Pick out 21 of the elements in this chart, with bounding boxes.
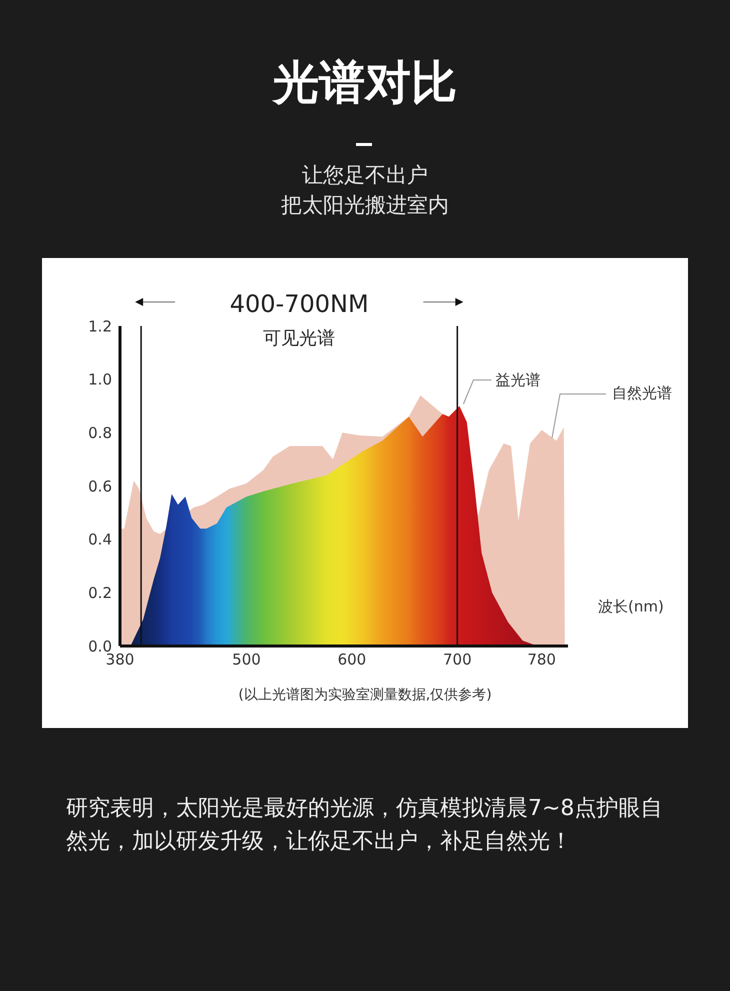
x-tick-label: 500 [232, 650, 261, 669]
text: 400-700NM [230, 290, 369, 318]
text: (以上光谱图为实验室测量数据,仅供参考) [237, 686, 493, 704]
chart-subtitle: 让您足不出户 [301, 162, 429, 189]
y-tick-label: 0.4 [88, 530, 112, 549]
text: 自然光谱 [612, 384, 672, 402]
chart-title: 光谱对比 [271, 54, 458, 111]
text: 研究表明，太阳光是最好的光源，仿真模拟清晨7~8点护眼自然光，加以研发升级，让你足不出户，补足自然光！ [66, 795, 664, 856]
text: 把太阳光搬进室内 [281, 192, 449, 219]
y-tick-label: 0.6 [88, 477, 112, 496]
x-axis-title: 波长(nm) [598, 597, 664, 616]
y-tick-label: 0.8 [88, 424, 112, 442]
y-tick-label: 1.0 [88, 370, 112, 389]
annotation: 可见光谱 [263, 328, 336, 349]
x-tick-label: 700 [442, 650, 472, 669]
x-tick-label: 380 [106, 650, 134, 669]
y-tick-label: 1.2 [88, 317, 112, 336]
text: 益光谱 [495, 371, 540, 389]
x-tick-label: 780 [527, 650, 556, 669]
x-tick-label: 600 [338, 650, 366, 669]
y-tick-label: 0.2 [88, 584, 112, 602]
